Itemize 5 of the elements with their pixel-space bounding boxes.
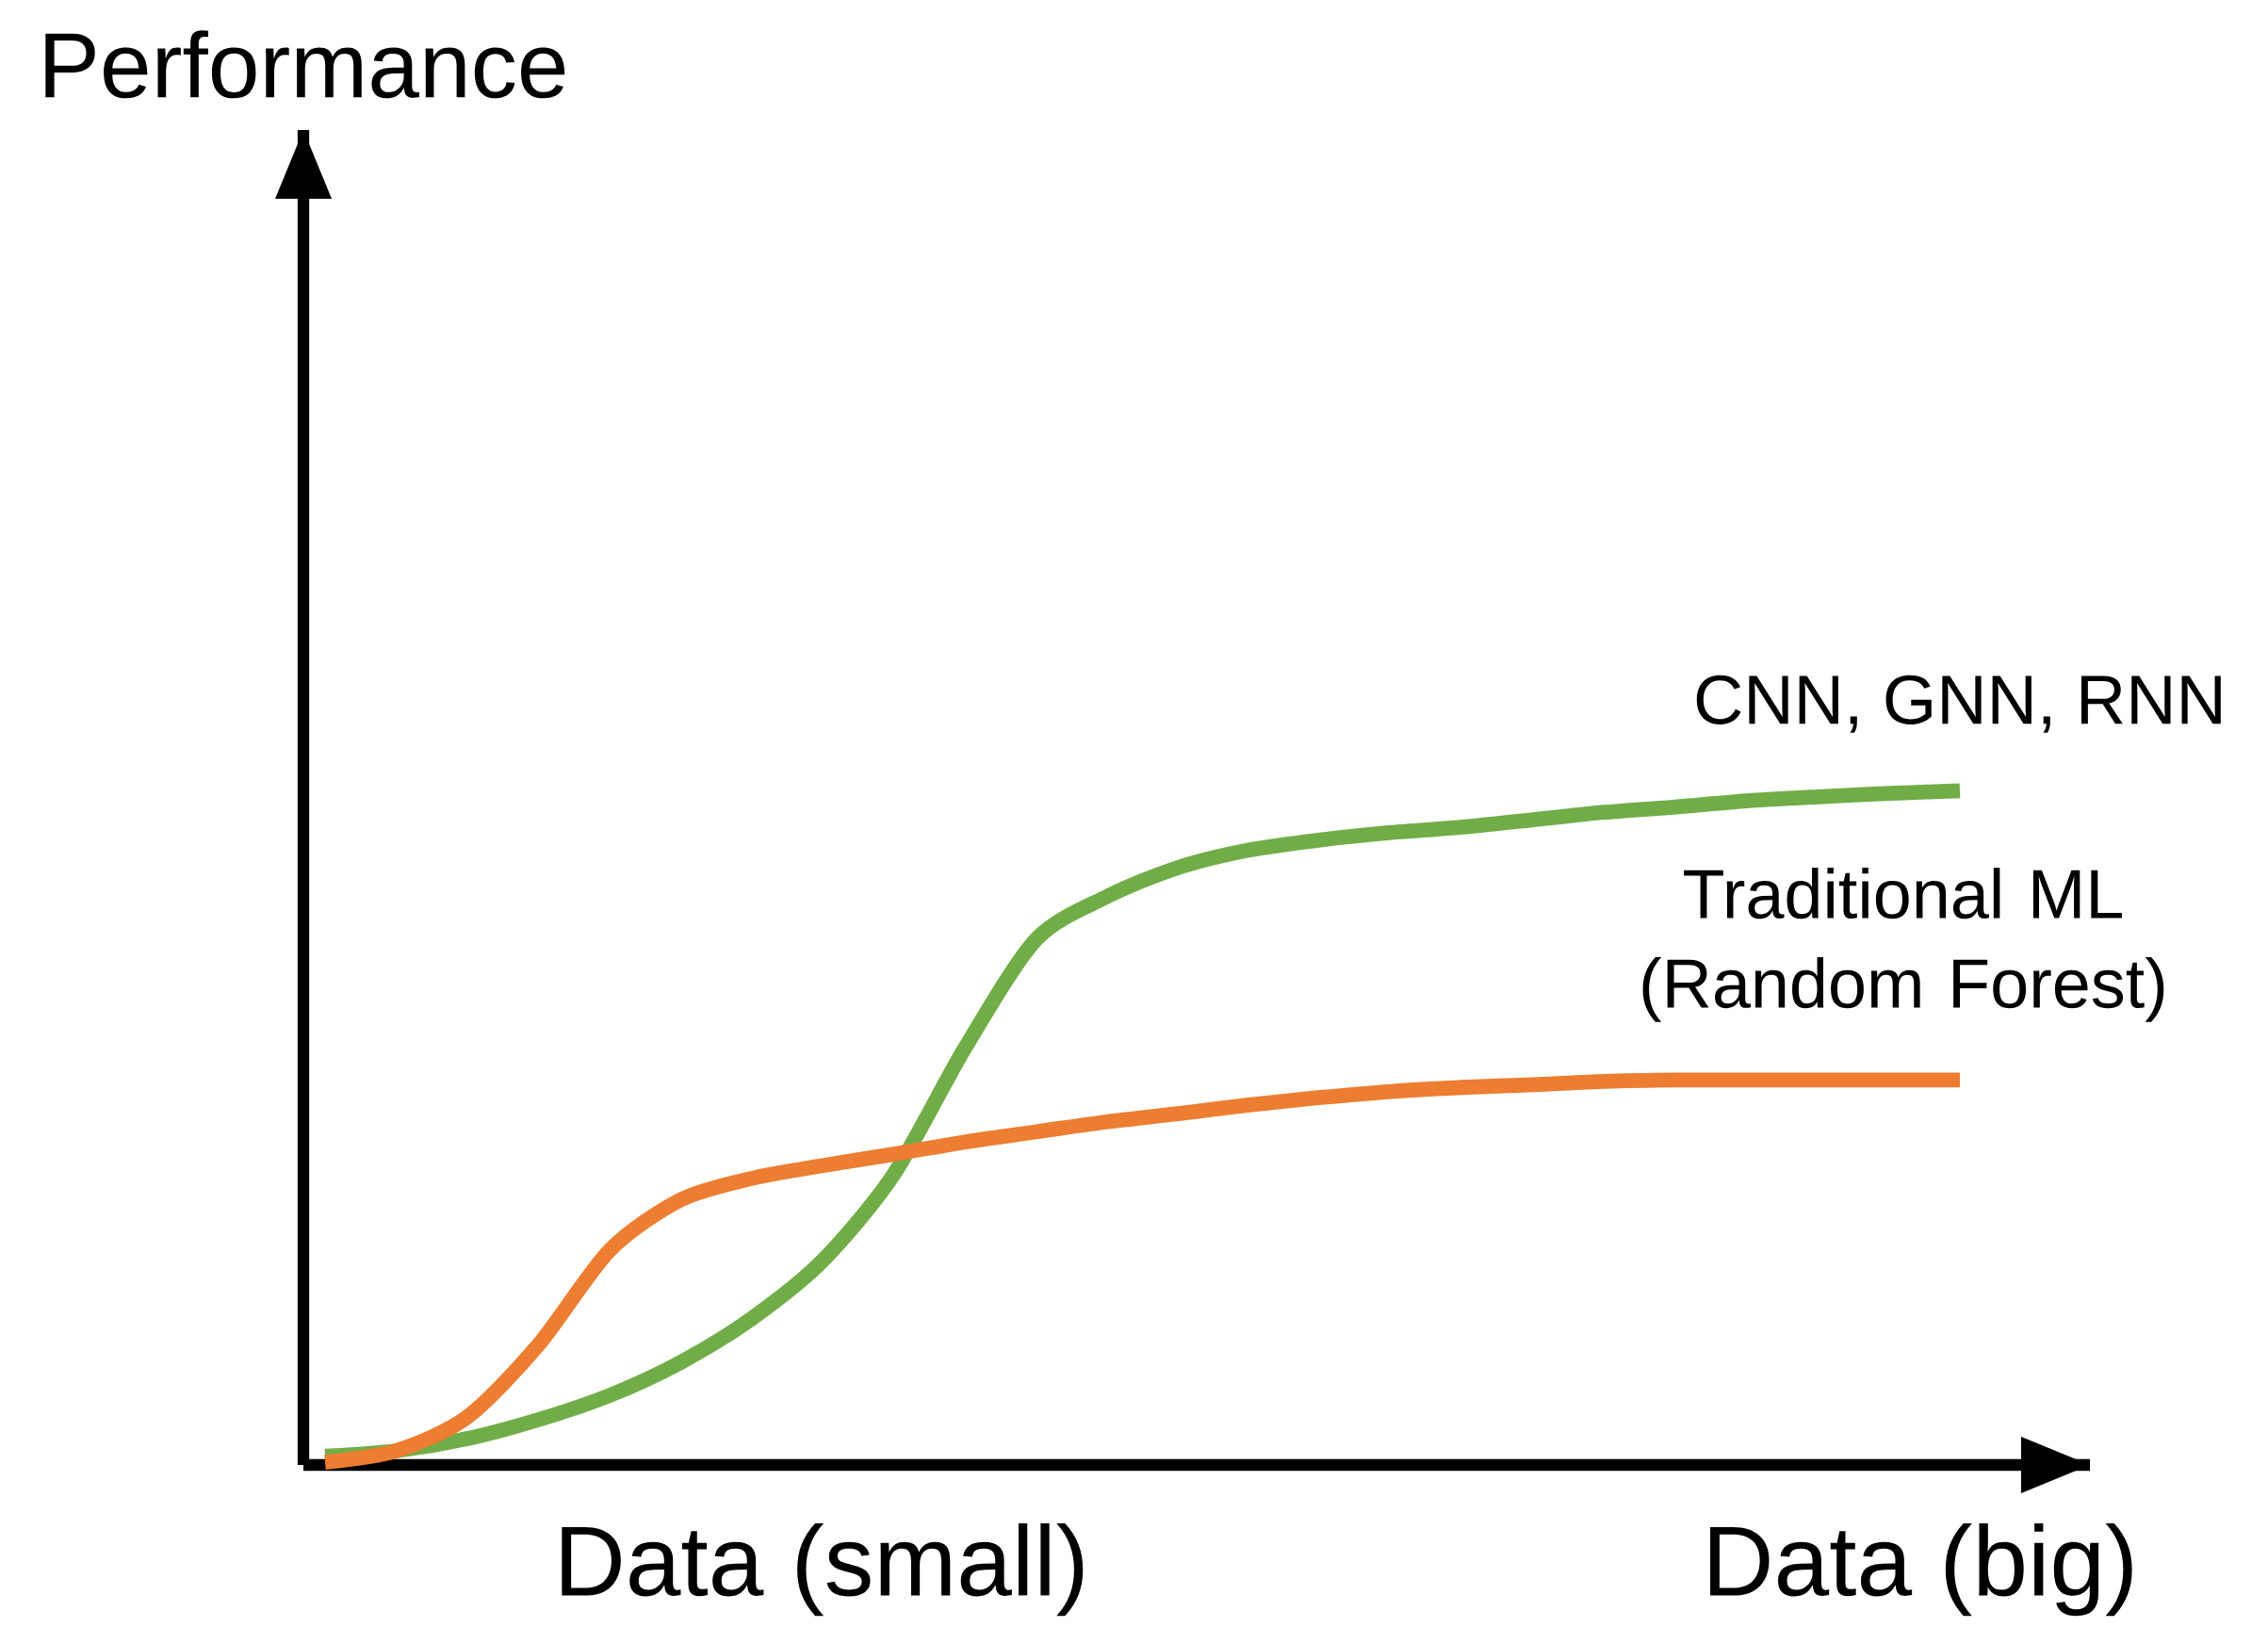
text: Data (big) (1710, 1523, 2132, 1617)
series-label: Traditional ML (Random Forest) (1642, 868, 2164, 1022)
series-label: CNN, GNN, RNN (1696, 675, 2221, 733)
text: Data (small) (562, 1523, 1084, 1617)
text: Performance (45, 30, 565, 99)
